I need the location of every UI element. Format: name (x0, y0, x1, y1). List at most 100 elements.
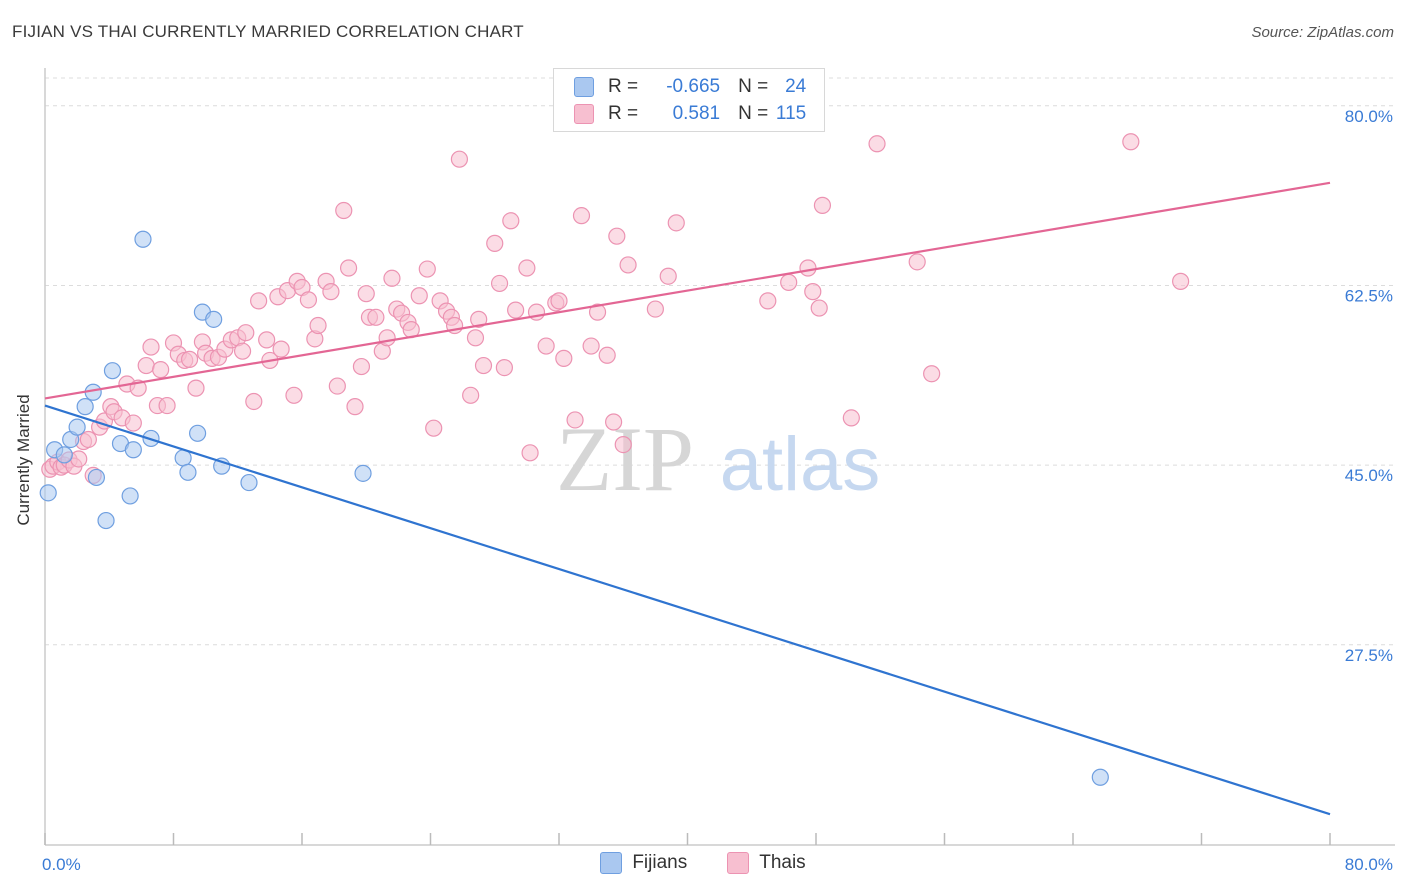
watermark-atlas: atlas (720, 422, 881, 507)
legend-label-fijians: Fijians (632, 852, 688, 873)
thai-point (813, 196, 832, 214)
thai-point (521, 444, 539, 462)
thai-point (598, 346, 616, 364)
thai-point (605, 413, 623, 431)
thai-point (383, 269, 401, 287)
fijian-point (124, 441, 142, 459)
fijian-point (87, 468, 106, 487)
fijian-point (240, 473, 258, 492)
thai-point (507, 301, 525, 319)
stats-row-thai: R = 0.581 N = 115 (574, 100, 806, 128)
thai-point (759, 292, 777, 310)
thai-point (490, 274, 509, 293)
thai-point (868, 135, 886, 153)
tick-label-layer: 27.5% 45.0% 62.5% 80.0% 0.0% 80.0% (42, 107, 1393, 874)
thai-point (466, 329, 485, 347)
fijian-point (205, 310, 223, 328)
x-tick-label: 80.0% (1345, 855, 1393, 874)
thai-trend-line (44, 181, 1331, 400)
thai-point (367, 308, 385, 326)
thai-n-label: N = (738, 103, 769, 124)
stats-row-fijian: R = -0.665 N = 24 (574, 73, 806, 101)
fijian-r-value: -0.665 (666, 76, 721, 97)
thai-point (450, 150, 469, 168)
y-axis-label: Currently Married (14, 394, 33, 526)
fijian-n-value: 24 (785, 76, 807, 97)
fijian-swatch (574, 77, 594, 97)
y-tick-label: 27.5% (1345, 646, 1393, 665)
fijian-points (39, 230, 1109, 786)
thai-point (410, 287, 428, 305)
fijian-point (188, 424, 207, 442)
thai-point (258, 331, 276, 349)
thai-point (799, 259, 817, 277)
thai-point (70, 450, 88, 468)
thai-point (486, 234, 504, 252)
grid-layer (45, 77, 1395, 646)
thai-point (842, 409, 860, 427)
thai-point (1172, 272, 1190, 290)
thai-swatch (574, 104, 594, 124)
thai-point (352, 357, 371, 376)
x-tick-label: 0.0% (42, 855, 81, 874)
legend: Fijians Thais (0, 852, 1406, 874)
thai-point (180, 350, 199, 368)
thai-point (378, 329, 396, 347)
thai-point (245, 392, 263, 411)
y-tick-label: 62.5% (1345, 286, 1393, 305)
stats-box: R = -0.665 N = 24 R = 0.581 N = 115 (553, 68, 825, 132)
thai-point (588, 303, 607, 321)
legend-label-thais: Thais (759, 852, 806, 873)
thai-point (462, 386, 480, 404)
thai-point (233, 342, 252, 360)
thai-point (152, 361, 170, 379)
trend-layer (44, 181, 1331, 816)
thai-point (272, 340, 290, 358)
fijian-trend-line (44, 404, 1331, 816)
y-tick-label: 80.0% (1345, 107, 1393, 126)
thai-point (780, 273, 798, 291)
thai-point (646, 300, 664, 318)
thai-point (237, 324, 255, 342)
fijian-point (68, 418, 86, 436)
thai-point (1122, 133, 1140, 151)
legend-item-thais[interactable]: Thais (727, 852, 806, 874)
thai-point (299, 291, 318, 309)
fijian-point (39, 484, 57, 502)
thai-point (328, 377, 346, 395)
thai-point (339, 259, 358, 277)
fijian-point (103, 362, 122, 380)
fijian-point (121, 487, 139, 505)
thai-point (555, 349, 573, 367)
thai-point (124, 414, 142, 432)
thai-point (608, 227, 626, 245)
thai-point (79, 430, 97, 449)
fijian-point (354, 464, 372, 482)
thai-point (285, 386, 303, 404)
fijian-point (179, 463, 197, 481)
thai-point (495, 359, 513, 377)
thai-point (667, 214, 685, 232)
thai-point (572, 207, 591, 225)
thai-point (582, 337, 600, 355)
fijian-point (76, 398, 94, 416)
thai-point (137, 356, 155, 375)
thai-point (250, 292, 268, 310)
fijian-point (55, 446, 73, 464)
thai-point (659, 267, 677, 285)
thai-r-value: 0.581 (672, 103, 721, 124)
axis-layer (44, 68, 1395, 846)
thai-point (335, 201, 353, 220)
thai-legend-swatch (727, 852, 750, 874)
chart-title: FIJIAN VS THAI CURRENTLY MARRIED CORRELA… (12, 22, 524, 41)
thai-point (322, 283, 340, 301)
thai-point (309, 316, 327, 335)
fijian-point (97, 511, 115, 530)
thai-points (41, 133, 1190, 484)
legend-item-fijians[interactable]: Fijians (600, 852, 687, 874)
thai-point (923, 365, 941, 383)
thai-point (346, 398, 364, 416)
thai-point (357, 285, 375, 303)
thai-point (470, 310, 488, 328)
